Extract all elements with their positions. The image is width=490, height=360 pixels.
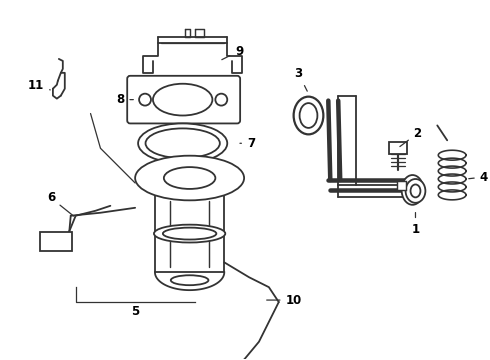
Text: 1: 1	[412, 212, 419, 236]
Text: 9: 9	[222, 45, 243, 60]
Text: 6: 6	[47, 192, 74, 216]
Ellipse shape	[138, 123, 227, 163]
Ellipse shape	[164, 167, 216, 189]
Text: 4: 4	[469, 171, 488, 184]
FancyBboxPatch shape	[127, 76, 240, 123]
Ellipse shape	[135, 156, 244, 201]
FancyBboxPatch shape	[40, 231, 72, 251]
Text: 2: 2	[400, 127, 421, 147]
Text: 7: 7	[240, 137, 255, 150]
FancyBboxPatch shape	[389, 142, 407, 154]
Text: 10: 10	[267, 293, 302, 307]
Text: 8: 8	[116, 93, 133, 106]
Text: 11: 11	[28, 79, 50, 92]
Ellipse shape	[294, 96, 323, 134]
Text: 5: 5	[131, 306, 139, 319]
Text: 3: 3	[294, 67, 307, 91]
Ellipse shape	[402, 175, 423, 205]
Ellipse shape	[299, 103, 318, 128]
FancyBboxPatch shape	[397, 181, 406, 190]
Ellipse shape	[154, 225, 225, 243]
Ellipse shape	[406, 179, 425, 203]
Ellipse shape	[163, 228, 217, 239]
Ellipse shape	[146, 129, 220, 158]
